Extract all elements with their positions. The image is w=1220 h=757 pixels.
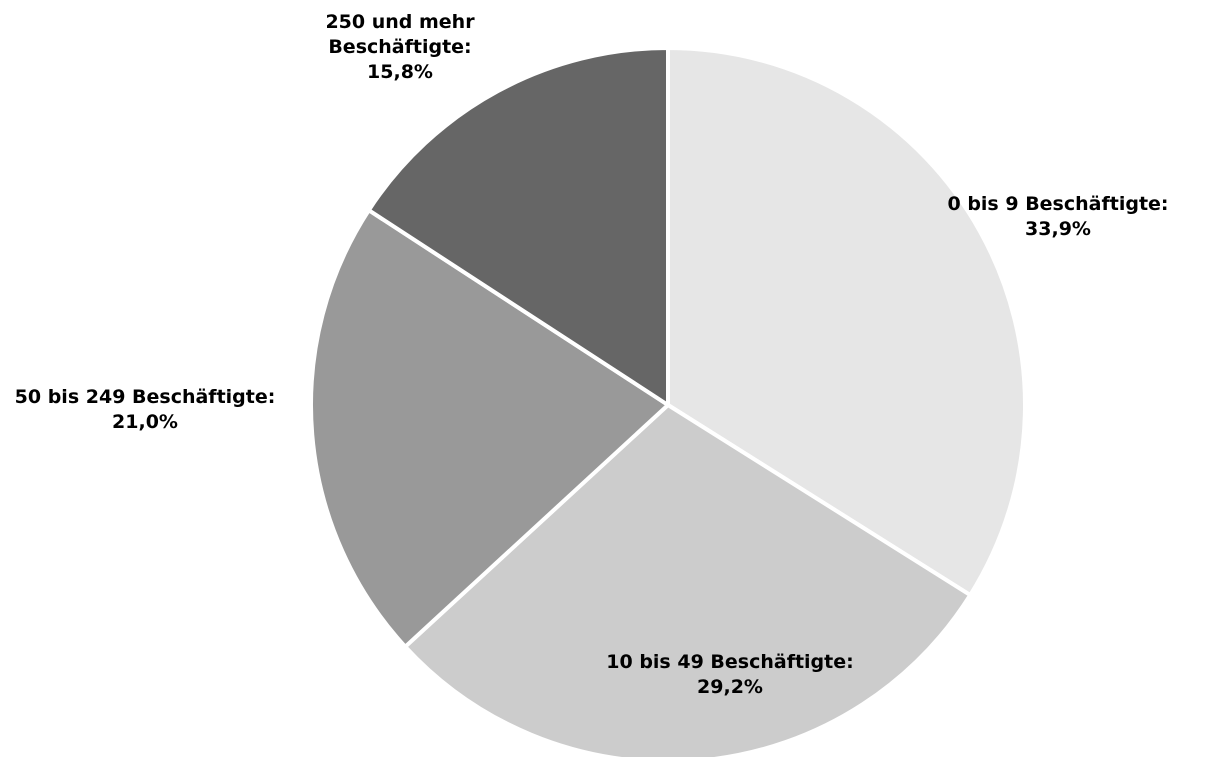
slice-label-10-49-employees: 10 bis 49 Beschäftigte: 29,2% — [606, 650, 853, 700]
slice-label-text: 0 bis 9 Beschäftigte: — [947, 193, 1169, 215]
pie-slice-50-249 — [309, 208, 670, 649]
slice-label-50-249-employees: 50 bis 249 Beschäftigte: 21,0% — [15, 385, 276, 435]
slice-label-text: 10 bis 49 Beschäftigte: — [606, 651, 854, 673]
pie-slices — [309, 46, 1027, 757]
slice-label-text: 50 bis 249 Beschäftigte: — [14, 386, 276, 408]
slice-label-text-line1: 250 und mehr — [325, 11, 475, 33]
slice-value-text: 21,0% — [112, 411, 178, 433]
pie-slice-10-49 — [403, 403, 973, 757]
slice-value-text: 29,2% — [697, 676, 763, 698]
slice-value-text: 15,8% — [367, 61, 433, 83]
pie-slice-0-9 — [666, 46, 1027, 598]
slice-label-0-9-employees: 0 bis 9 Beschäftigte: 33,9% — [947, 192, 1168, 242]
slice-label-text-line2: Beschäftigte: — [328, 36, 472, 58]
slice-value-text: 33,9% — [1025, 218, 1091, 240]
slice-label-250-plus-employees: 250 und mehr Beschäftigte: 15,8% — [325, 10, 474, 85]
pie-slice-250-plus — [366, 46, 670, 407]
